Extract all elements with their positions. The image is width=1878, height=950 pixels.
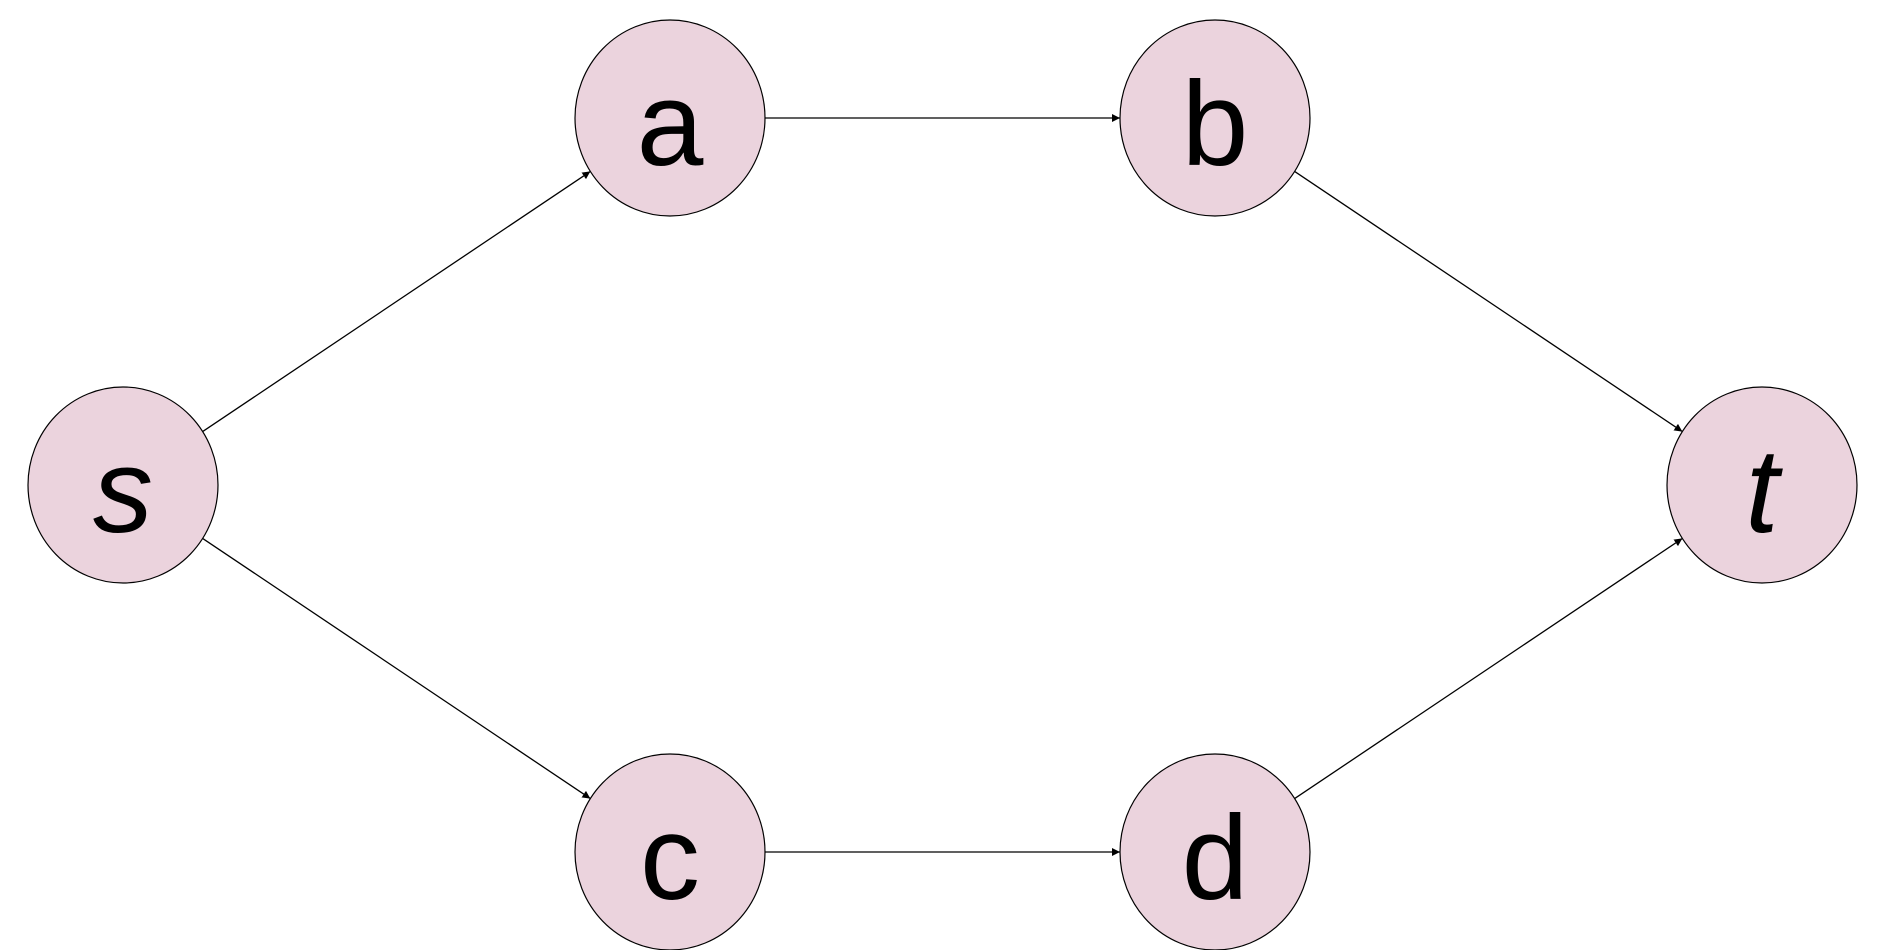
node-circle-a xyxy=(574,19,766,217)
node-label-c: c xyxy=(640,791,700,925)
node-s: s xyxy=(27,386,219,584)
edge-s-to-a xyxy=(202,170,591,433)
nodes-layer: s a b c d t xyxy=(27,19,1858,950)
node-a: a xyxy=(574,19,766,217)
edges-layer xyxy=(202,114,1683,856)
node-b: b xyxy=(1119,19,1311,217)
node-circle-c xyxy=(574,753,766,950)
node-label-a: a xyxy=(637,57,704,191)
edge-b-to-t xyxy=(1294,170,1683,433)
edge-d-to-t xyxy=(1294,537,1683,800)
node-circle-s xyxy=(27,386,219,584)
node-label-d: d xyxy=(1182,791,1249,925)
node-c: c xyxy=(574,753,766,950)
node-d: d xyxy=(1119,753,1311,950)
edge-s-to-c xyxy=(202,537,591,800)
node-label-b: b xyxy=(1182,57,1249,191)
node-label-t: t xyxy=(1745,424,1783,558)
node-circle-b xyxy=(1119,19,1311,217)
node-circle-t xyxy=(1666,386,1858,584)
node-label-s: s xyxy=(93,424,153,558)
node-t: t xyxy=(1666,386,1858,584)
node-circle-d xyxy=(1119,753,1311,950)
